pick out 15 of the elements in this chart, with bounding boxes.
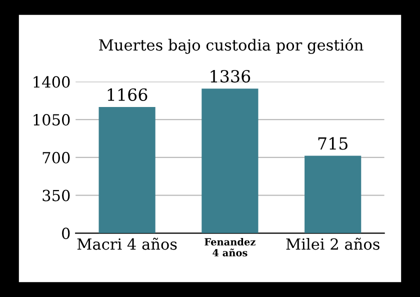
y-tick-label: 1050	[34, 114, 70, 126]
x-tick-label: Milei 2 años	[286, 238, 380, 250]
y-tick-label: 700	[42, 152, 70, 164]
y-tick-label: 0	[62, 228, 70, 240]
y-tick-label: 350	[42, 190, 70, 202]
data-label: 715	[318, 137, 348, 150]
bar	[202, 88, 258, 234]
chart-title: Muertes bajo custodia por gestión	[99, 38, 364, 54]
data-label: 1166	[108, 88, 148, 101]
bar	[98, 106, 156, 234]
data-label: 1336	[210, 70, 250, 83]
x-tick-label: Macri 4 años	[77, 238, 177, 250]
y-tick-label: 1400	[34, 76, 70, 88]
bar	[304, 156, 362, 234]
x-tick-label: Fenandez 4 años	[204, 238, 256, 256]
